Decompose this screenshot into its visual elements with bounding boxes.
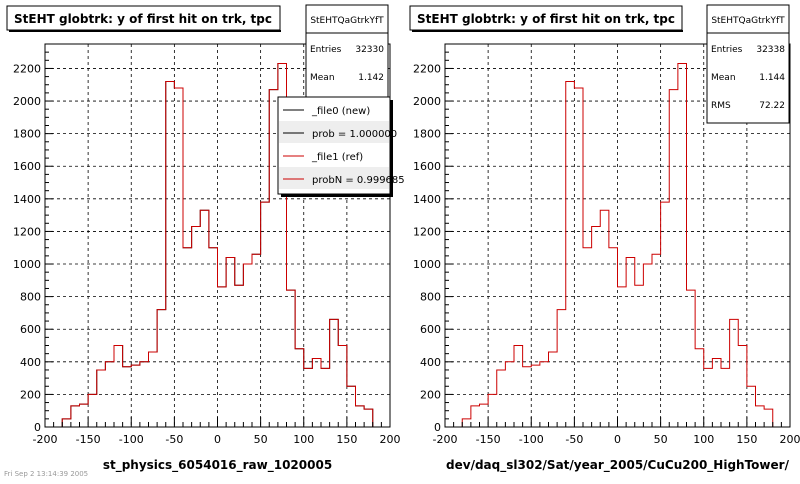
x-tick-label: 150 [736, 433, 757, 446]
x-tick-label: -50 [165, 433, 183, 446]
legend-label: _file0 (new) [311, 106, 370, 117]
x-tick-label: 100 [293, 433, 314, 446]
stats-value: 32338 [756, 45, 785, 55]
stats-value: 1.144 [759, 73, 785, 83]
chart-title: StEHT globtrk: y of first hit on trk, tp… [14, 12, 272, 26]
x-axis: -200 -150 -100 -50 0 50 100 150 200 [433, 417, 800, 446]
stats-label: Entries [711, 45, 743, 55]
y-tick-label: 400 [20, 356, 41, 369]
y-tick-label: 2200 [13, 62, 41, 75]
y-tick-label: 800 [420, 291, 441, 304]
y-tick-label: 1600 [413, 160, 441, 173]
x-axis-label: dev/daq_sl302/Sat/year_2005/CuCu200_High… [446, 458, 790, 473]
stats-value: 1.142 [358, 73, 384, 83]
y-tick-label: 600 [20, 323, 41, 336]
x-axis-label: st_physics_6054016_raw_1020005 [103, 458, 332, 473]
legend-label: _file1 (ref) [311, 152, 363, 163]
x-tick-label: 200 [380, 433, 401, 446]
x-tick-label: 100 [693, 433, 714, 446]
y-tick-label: 400 [420, 356, 441, 369]
chart-title: StEHT globtrk: y of first hit on trk, tp… [417, 12, 675, 26]
y-tick-label: 1000 [413, 258, 441, 271]
x-tick-label: 50 [254, 433, 268, 446]
stats-box: StEHTQaGtrkYfT Entries 32338 Mean 1.144 RMS 72… [707, 5, 789, 123]
x-tick-label: 150 [336, 433, 357, 446]
x-tick-label: -50 [565, 433, 583, 446]
x-tick-label: -100 [519, 433, 544, 446]
y-tick-label: 200 [20, 388, 41, 401]
y-tick-label: 1200 [13, 225, 41, 238]
y-tick-label: 2000 [413, 95, 441, 108]
stats-value: 72.22 [759, 101, 785, 111]
footer-date: Fri Sep 2 13:14:39 2005 [4, 470, 88, 478]
x-tick-label: -200 [433, 433, 458, 446]
y-tick-label: 800 [20, 291, 41, 304]
stats-label: Mean [711, 73, 736, 83]
x-axis: -200 -150 -100 -50 0 50 100 150 200 [33, 417, 401, 446]
x-tick-label: -100 [119, 433, 144, 446]
x-tick-label: 50 [654, 433, 668, 446]
x-tick-label: -150 [476, 433, 501, 446]
x-tick-label: -150 [76, 433, 101, 446]
legend-label: probN = 0.999685 [312, 175, 405, 186]
y-axis: 0200400600800100012001400160018002000220… [413, 44, 453, 434]
x-tick-label: -200 [33, 433, 58, 446]
x-tick-label: 0 [614, 433, 621, 446]
y-tick-label: 1400 [413, 193, 441, 206]
histogram-panel-2: 0 200 400 600 800 1000 1200 1400 1600 1800 2000 220… [410, 5, 800, 473]
y-axis: 0200400600800100012001400160018002000220… [13, 44, 53, 434]
legend: _file0 (new) prob = 1.000000 _file1 (ref) p… [278, 97, 405, 197]
y-tick-label: 600 [420, 323, 441, 336]
y-tick-label: 1800 [413, 128, 441, 141]
y-tick-label: 1400 [13, 193, 41, 206]
stats-label: RMS [711, 101, 731, 111]
y-tick-label: 1000 [13, 258, 41, 271]
y-tick-label: 1200 [413, 225, 441, 238]
y-tick-label: 2200 [413, 62, 441, 75]
stats-title: StEHTQaGtrkYfT [310, 16, 384, 26]
y-tick-label: 1800 [13, 128, 41, 141]
x-tick-label: 200 [780, 433, 800, 446]
stats-label: Entries [310, 45, 342, 55]
stats-title: StEHTQaGtrkYfT [711, 16, 785, 26]
y-tick-label: 200 [420, 388, 441, 401]
histogram-panel-1: 0 200 400 600 800 1000 1200 1400 1600 1800 2000 220… [7, 5, 405, 473]
x-tick-label: 0 [214, 433, 221, 446]
stats-label: Mean [310, 73, 335, 83]
y-tick-label: 2000 [13, 95, 41, 108]
stats-value: 32330 [355, 45, 384, 55]
legend-label: prob = 1.000000 [312, 129, 397, 140]
y-tick-label: 1600 [13, 160, 41, 173]
